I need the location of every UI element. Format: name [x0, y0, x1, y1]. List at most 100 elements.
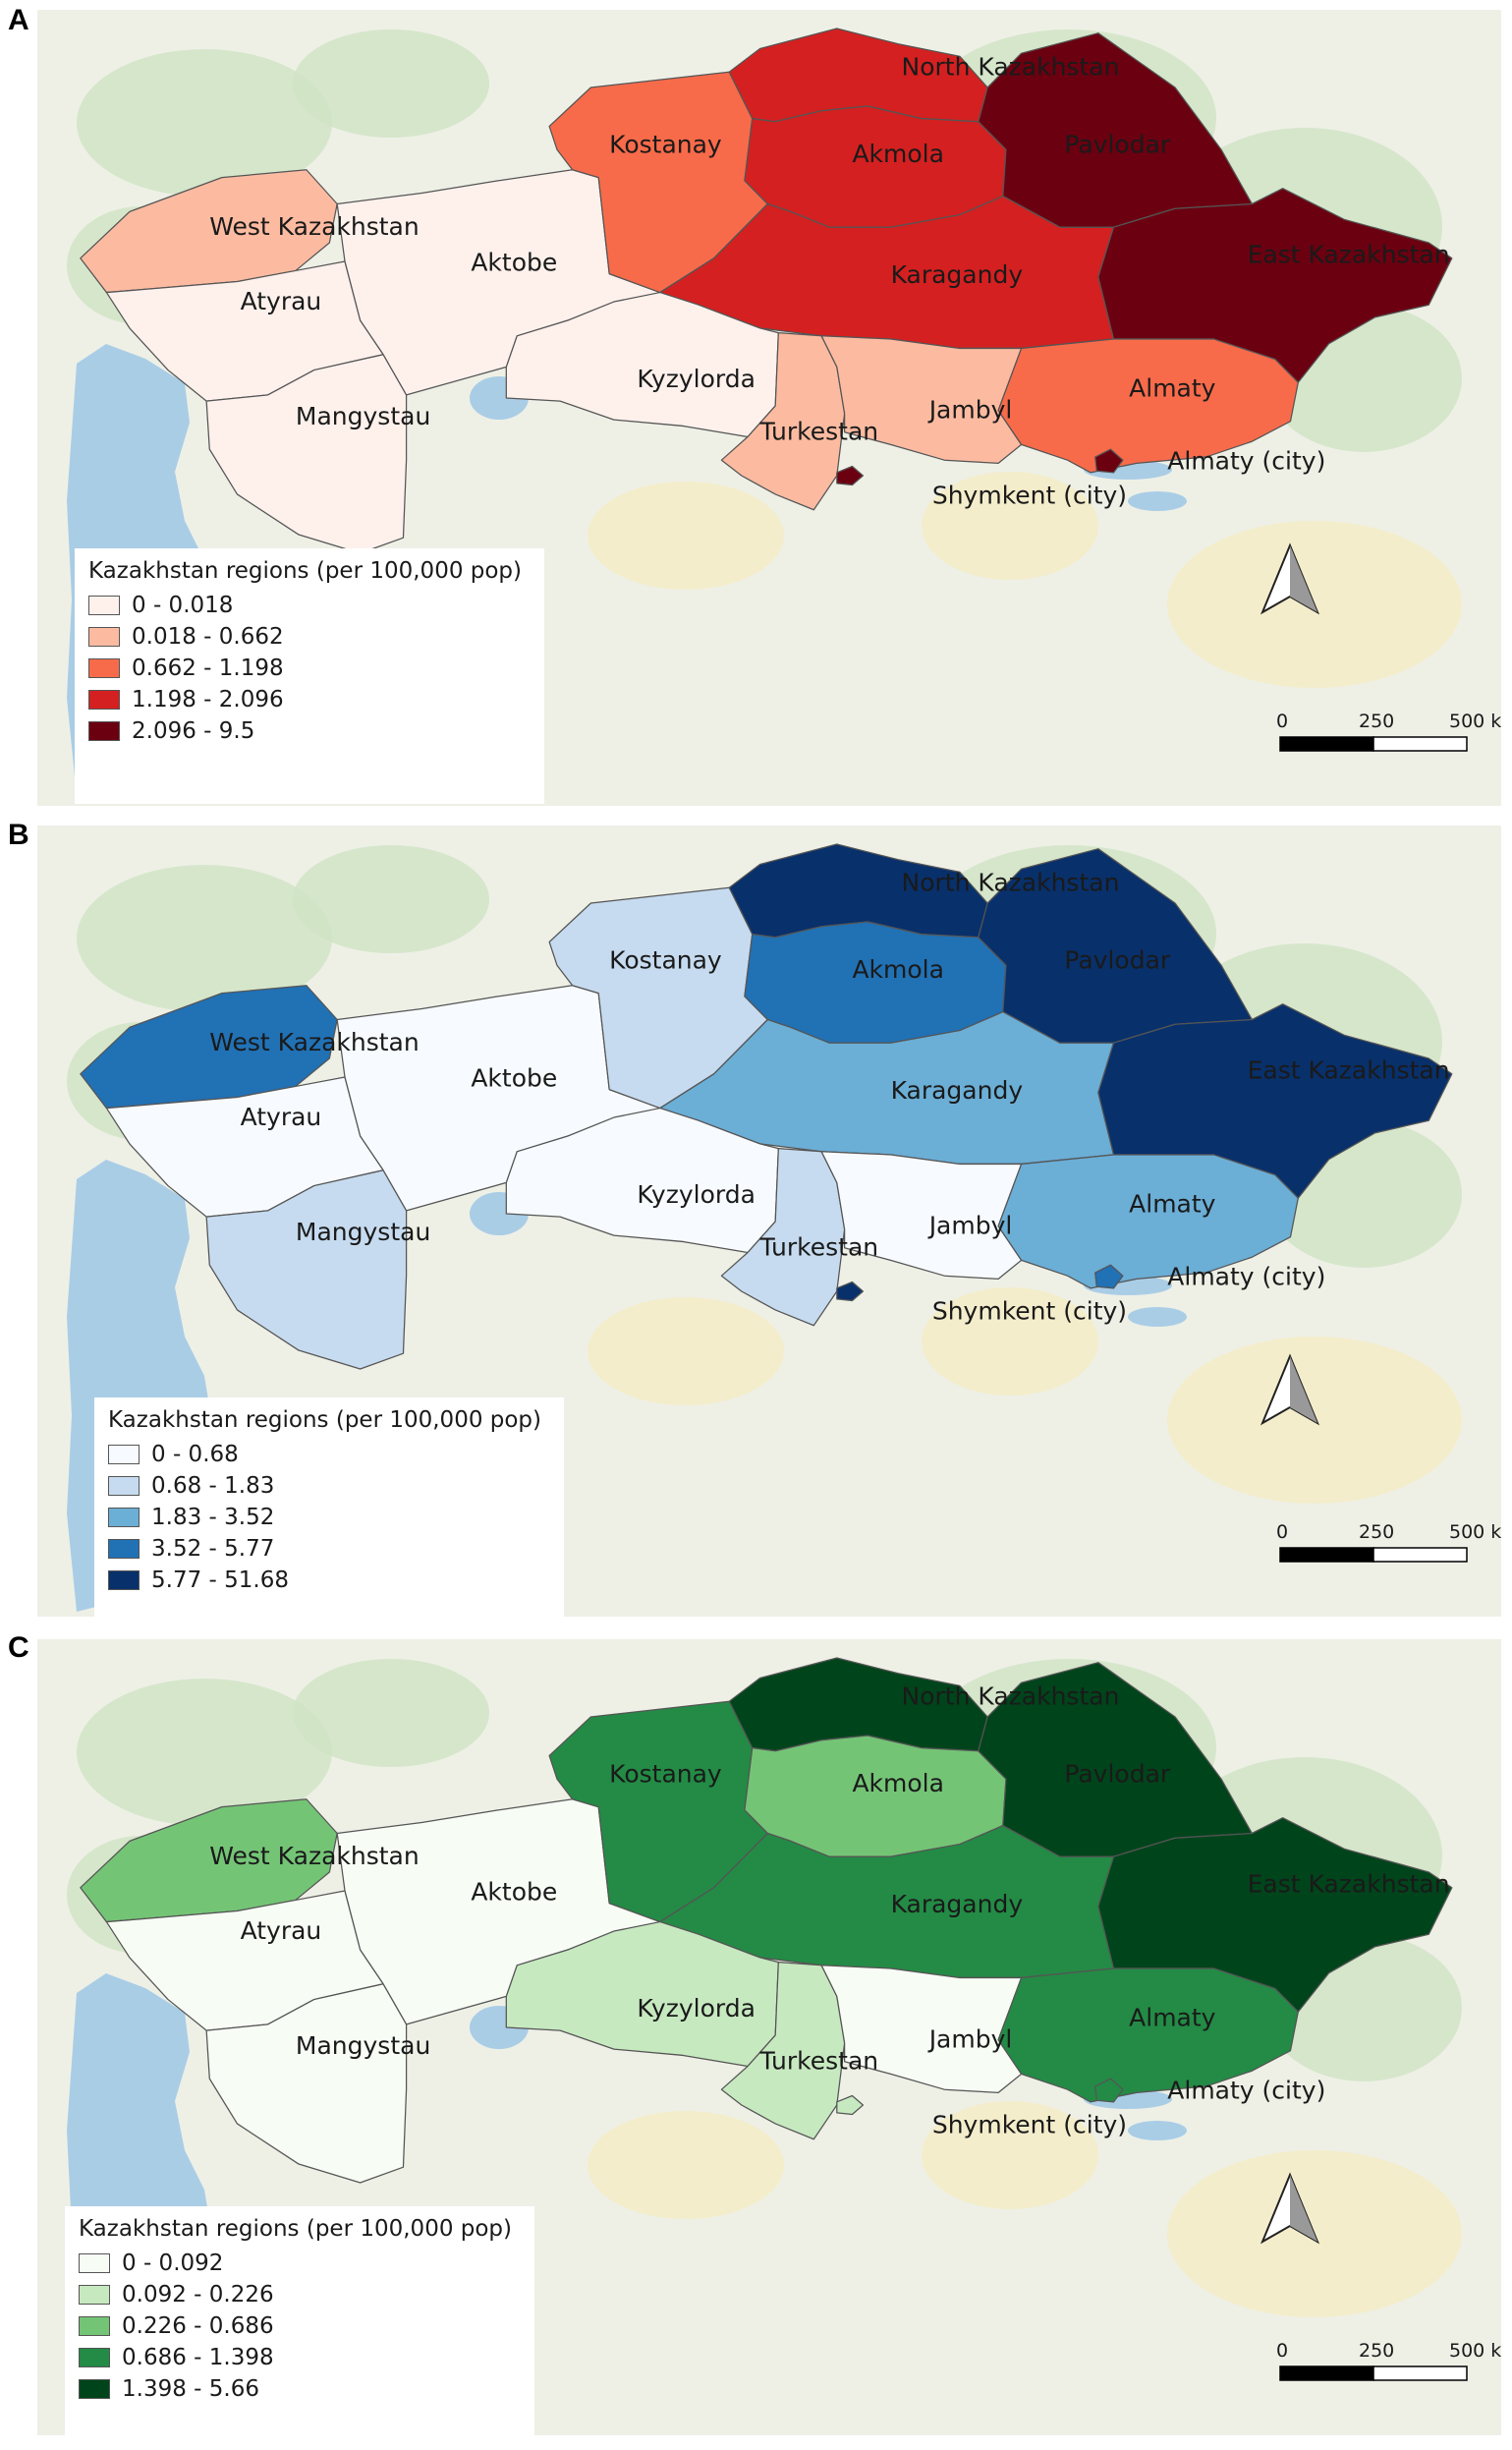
panel-letter: A: [8, 4, 29, 36]
region-label-atyrau: Atyrau: [241, 1103, 322, 1131]
legend-entry: 2.096 - 9.5: [88, 715, 531, 747]
region-almaty-city[interactable]: [1094, 1264, 1124, 1289]
legend-swatch: [88, 721, 120, 741]
legend-entry: 3.52 - 5.77: [108, 1533, 550, 1565]
desert-patch: [588, 1297, 784, 1405]
region-jambyl[interactable]: [820, 1151, 1023, 1280]
region-mangystau[interactable]: [205, 1983, 408, 2184]
scale-label-0: 0: [1276, 711, 1288, 732]
region-label-akmola: Akmola: [852, 955, 944, 984]
region-label-pavlodar: Pavlodar: [1064, 130, 1170, 158]
region-label-jambyl: Jambyl: [927, 2025, 1013, 2054]
scale-label-250: 250: [1359, 2340, 1394, 2362]
legend-swatch: [108, 1570, 140, 1590]
region-label-karagandy: Karagandy: [891, 1890, 1024, 1918]
desert-patch: [922, 472, 1098, 580]
region-label-north: North Kazakhstan: [902, 52, 1120, 81]
desert-patch: [922, 1287, 1098, 1396]
legend-rows: 0 - 0.018 0.018 - 0.662 0.662 - 1.198 1.198…: [88, 590, 531, 747]
region-label-west: West Kazakhstan: [209, 1842, 419, 1870]
region-label-karagandy: Karagandy: [891, 1076, 1024, 1105]
region-label-kyzylorda: Kyzylorda: [637, 1994, 756, 2023]
region-jambyl[interactable]: [820, 335, 1023, 464]
scale-label-0: 0: [1276, 2340, 1288, 2362]
legend-swatch: [79, 2285, 110, 2305]
region-label-east: East Kazakhstan: [1248, 1870, 1450, 1899]
legend: Kazakhstan regions (per 100,000 pop) 0 -…: [65, 2206, 534, 2435]
vegetation-patch: [77, 865, 332, 1012]
desert-patch: [588, 2111, 784, 2219]
region-label-almaty: Almaty: [1129, 2003, 1216, 2031]
region-shymkent[interactable]: [836, 465, 865, 486]
scale-bar: 0 250 500 km: [1276, 711, 1501, 752]
region-label-north: North Kazakhstan: [902, 868, 1120, 896]
legend-swatch: [88, 627, 120, 647]
legend-range-label: 5.77 - 51.68: [151, 1567, 289, 1593]
vegetation-patch: [293, 29, 489, 138]
region-label-atyrau: Atyrau: [241, 287, 322, 315]
region-label-east: East Kazakhstan: [1248, 241, 1450, 269]
panel-letter: B: [8, 819, 29, 851]
region-label-east: East Kazakhstan: [1248, 1056, 1450, 1085]
legend-range-label: 0.68 - 1.83: [151, 1473, 275, 1499]
legend-range-label: 1.198 - 2.096: [132, 687, 284, 712]
region-label-west: West Kazakhstan: [209, 212, 419, 241]
region-label-akmola: Akmola: [852, 140, 944, 168]
legend-swatch: [88, 658, 120, 678]
issyk-kul-lake: [1128, 2121, 1187, 2140]
region-label-shymkent: Shymkent (city): [932, 481, 1127, 509]
legend-range-label: 3.52 - 5.77: [151, 1536, 275, 1562]
legend-swatch: [108, 1476, 140, 1496]
region-label-karagandy: Karagandy: [891, 260, 1024, 289]
scale-label-250: 250: [1359, 711, 1394, 732]
vegetation-patch: [293, 1659, 489, 1767]
legend-entry: 1.198 - 2.096: [88, 684, 531, 715]
panel-letter: C: [8, 1631, 29, 1664]
legend-swatch: [79, 2253, 110, 2273]
desert-patch: [588, 482, 784, 590]
regions-layer: [80, 1657, 1453, 2184]
legend-entry: 0.226 - 0.686: [79, 2310, 521, 2342]
region-label-kostanay: Kostanay: [609, 130, 722, 158]
region-almaty-city[interactable]: [1094, 448, 1124, 474]
desert-patch: [922, 2101, 1098, 2209]
region-label-west: West Kazakhstan: [209, 1028, 419, 1056]
region-shymkent[interactable]: [836, 2094, 865, 2116]
region-shymkent[interactable]: [836, 1281, 865, 1302]
legend-swatch: [108, 1508, 140, 1527]
legend-swatch: [108, 1539, 140, 1559]
region-almaty[interactable]: [997, 338, 1299, 474]
region-almaty[interactable]: [997, 1154, 1299, 1289]
region-label-almaty-city: Almaty (city): [1167, 1263, 1325, 1291]
issyk-kul-lake: [1128, 1307, 1187, 1327]
region-label-atyrau: Atyrau: [241, 1916, 322, 1945]
legend-entry: 0.68 - 1.83: [108, 1470, 550, 1502]
region-label-pavlodar: Pavlodar: [1064, 945, 1170, 974]
region-mangystau[interactable]: [205, 354, 408, 554]
legend-swatch: [88, 596, 120, 615]
region-label-north: North Kazakhstan: [902, 1681, 1120, 1710]
legend-entry: 0.686 - 1.398: [79, 2342, 521, 2373]
choropleth-map-panel: West Kazakhstan Atyrau Mangystau Aktobe Kost…: [37, 10, 1501, 806]
region-jambyl[interactable]: [820, 1965, 1023, 2093]
scale-label-0: 0: [1276, 1521, 1288, 1543]
legend-range-label: 0.018 - 0.662: [132, 624, 284, 650]
region-almaty-city[interactable]: [1094, 2078, 1124, 2103]
choropleth-map-panel: West Kazakhstan Atyrau Mangystau Aktobe Kost…: [37, 1639, 1501, 2435]
scale-bar: 0 250 500 km: [1276, 1521, 1501, 1563]
scale-label-500: 500 km: [1449, 2340, 1501, 2362]
legend-entry: 0.018 - 0.662: [88, 621, 531, 653]
scale-label-500: 500 km: [1449, 1521, 1501, 1543]
north-arrow-icon: [1260, 2172, 1320, 2245]
region-label-aktobe: Aktobe: [471, 1877, 557, 1906]
region-label-shymkent: Shymkent (city): [932, 1296, 1127, 1325]
region-almaty[interactable]: [997, 1967, 1299, 2103]
region-label-shymkent: Shymkent (city): [932, 2110, 1127, 2138]
legend-swatch: [88, 690, 120, 710]
region-label-akmola: Akmola: [852, 1769, 944, 1797]
legend-range-label: 0 - 0.018: [132, 593, 234, 618]
region-label-turkestan: Turkestan: [759, 418, 879, 446]
regions-layer: [80, 28, 1453, 554]
legend-entry: 5.77 - 51.68: [108, 1565, 550, 1596]
region-mangystau[interactable]: [205, 1169, 408, 1370]
